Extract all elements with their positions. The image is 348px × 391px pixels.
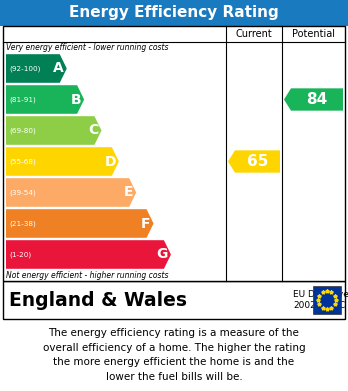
Text: Energy Efficiency Rating: Energy Efficiency Rating (69, 5, 279, 20)
Text: Very energy efficient - lower running costs: Very energy efficient - lower running co… (6, 43, 168, 52)
Text: (81-91): (81-91) (9, 96, 36, 103)
Text: D: D (104, 154, 116, 169)
Text: England & Wales: England & Wales (9, 291, 187, 310)
Text: A: A (53, 61, 64, 75)
Text: (39-54): (39-54) (9, 189, 36, 196)
Polygon shape (6, 85, 84, 114)
Text: Current: Current (236, 29, 272, 39)
Polygon shape (6, 209, 153, 238)
Polygon shape (228, 151, 280, 173)
Text: Potential: Potential (292, 29, 335, 39)
Text: G: G (157, 248, 168, 262)
Text: 84: 84 (306, 92, 327, 107)
Text: (92-100): (92-100) (9, 65, 40, 72)
Text: 65: 65 (247, 154, 268, 169)
Text: C: C (88, 124, 98, 138)
Text: (55-68): (55-68) (9, 158, 36, 165)
Bar (313, 286, 341, 314)
Polygon shape (6, 147, 119, 176)
Polygon shape (6, 240, 171, 269)
Bar (3, 281, 345, 319)
Text: The energy efficiency rating is a measure of the
overall efficiency of a home. T: The energy efficiency rating is a measur… (43, 328, 305, 382)
Polygon shape (6, 54, 67, 83)
Text: E: E (124, 185, 133, 199)
Text: B: B (71, 93, 81, 106)
Text: (1-20): (1-20) (9, 251, 31, 258)
Text: F: F (141, 217, 151, 231)
Bar (3, 26, 345, 281)
Bar (0, 0, 348, 26)
Polygon shape (6, 178, 136, 207)
Bar (0, 319, 348, 391)
Text: (21-38): (21-38) (9, 220, 36, 227)
Polygon shape (6, 116, 102, 145)
Polygon shape (284, 88, 343, 111)
Text: Not energy efficient - higher running costs: Not energy efficient - higher running co… (6, 271, 168, 280)
Text: EU Directive
2002/91/EC: EU Directive 2002/91/EC (293, 290, 348, 310)
Text: (69-80): (69-80) (9, 127, 36, 134)
